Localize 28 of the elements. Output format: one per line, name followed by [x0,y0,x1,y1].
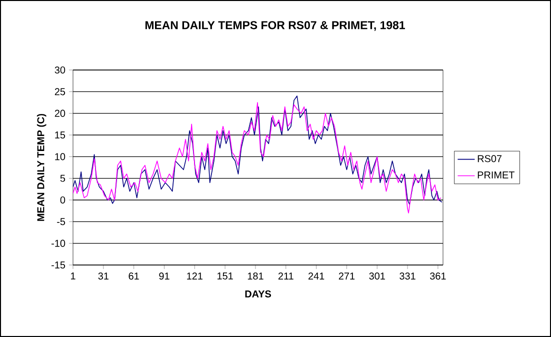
chart-title: MEAN DAILY TEMPS FOR RS07 & PRIMET, 1981 [145,21,405,31]
x-tick-label: 211 [278,272,294,280]
legend-label: PRIMET [478,172,514,178]
legend-label: RS07 [478,155,502,162]
y-tick-label: 20 [54,110,66,117]
y-tick-label: 30 [54,66,66,74]
x-tick-label: 61 [128,272,139,280]
y-tick-label: -15 [52,262,66,268]
x-tick-label: 301 [369,272,385,280]
x-tick-label: 151 [218,272,233,280]
x-tick-label: 1 [70,272,76,280]
y-tick-label: 10 [55,153,66,160]
y-tick-label: -5 [57,218,66,226]
x-tick-label: 121 [187,272,202,280]
y-axis-title: MEAN DAILY TEMP (C) [36,114,46,221]
x-tick-label: 271 [338,272,355,280]
x-tick-label: 31 [98,272,108,280]
x-tick-label: 331 [400,272,416,280]
y-tick-label: 0 [60,196,66,204]
x-axis-title: DAYS [245,290,272,298]
y-tick-label: 15 [55,132,66,138]
x-tick-label: 241 [308,272,324,280]
y-tick-label: 5 [60,174,66,182]
y-tick-label: 25 [54,88,66,96]
x-tick-label: 361 [430,272,446,280]
y-tick-label: -10 [52,240,66,247]
x-tick-label: 91 [159,272,170,280]
x-tick-label: 181 [248,272,264,280]
